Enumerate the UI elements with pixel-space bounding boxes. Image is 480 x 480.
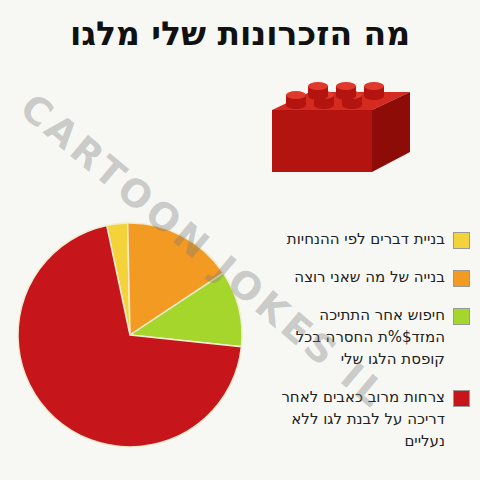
brick-side bbox=[372, 92, 410, 172]
brick-stud bbox=[364, 92, 384, 100]
pie bbox=[18, 223, 242, 447]
pie-slice bbox=[18, 225, 241, 447]
legend-label: צרחות מרוב כאבים לאחר דריכה על לבנת לגו … bbox=[267, 386, 445, 452]
legend: בניית דברים לפי ההנחיות בנייה של מה שאני … bbox=[267, 228, 470, 452]
brick-stud bbox=[314, 101, 334, 109]
legend-label: חיפוש אחר התתיכה המזד$%ת החסרה בכל קופסת… bbox=[267, 304, 445, 370]
legend-swatch bbox=[453, 232, 470, 249]
legend-swatch bbox=[453, 270, 470, 287]
watermark: CARTOON JOKES IL bbox=[12, 85, 408, 427]
brick-stud bbox=[342, 101, 362, 109]
brick-stud bbox=[308, 92, 328, 100]
brick-front bbox=[272, 110, 372, 172]
lego-brick bbox=[272, 82, 410, 172]
brick-stud bbox=[364, 82, 384, 90]
brick-stud bbox=[336, 92, 356, 100]
brick-stud bbox=[308, 82, 328, 90]
legend-item: בניית דברים לפי ההנחיות bbox=[267, 228, 470, 250]
legend-swatch bbox=[453, 390, 470, 407]
brick-stud bbox=[286, 91, 306, 99]
legend-item: צרחות מרוב כאבים לאחר דריכה על לבנת לגו … bbox=[267, 386, 470, 452]
brick-stud bbox=[286, 101, 306, 109]
brick-stud bbox=[336, 82, 356, 90]
chart-title: מה הזכרונות שלי מלגו bbox=[0, 14, 480, 53]
legend-label: בניית דברים לפי ההנחיות bbox=[267, 228, 445, 250]
legend-item: בנייה של מה שאני רוצה bbox=[267, 266, 470, 288]
legend-swatch bbox=[453, 308, 470, 325]
chart-stage: מה הזכרונות שלי מלגו בניית דברים לפי ההנח… bbox=[0, 0, 480, 480]
pie-slice bbox=[130, 273, 242, 347]
legend-label: בנייה של מה שאני רוצה bbox=[267, 266, 445, 288]
legend-item: חיפוש אחר התתיכה המזד$%ת החסרה בכל קופסת… bbox=[267, 304, 470, 370]
